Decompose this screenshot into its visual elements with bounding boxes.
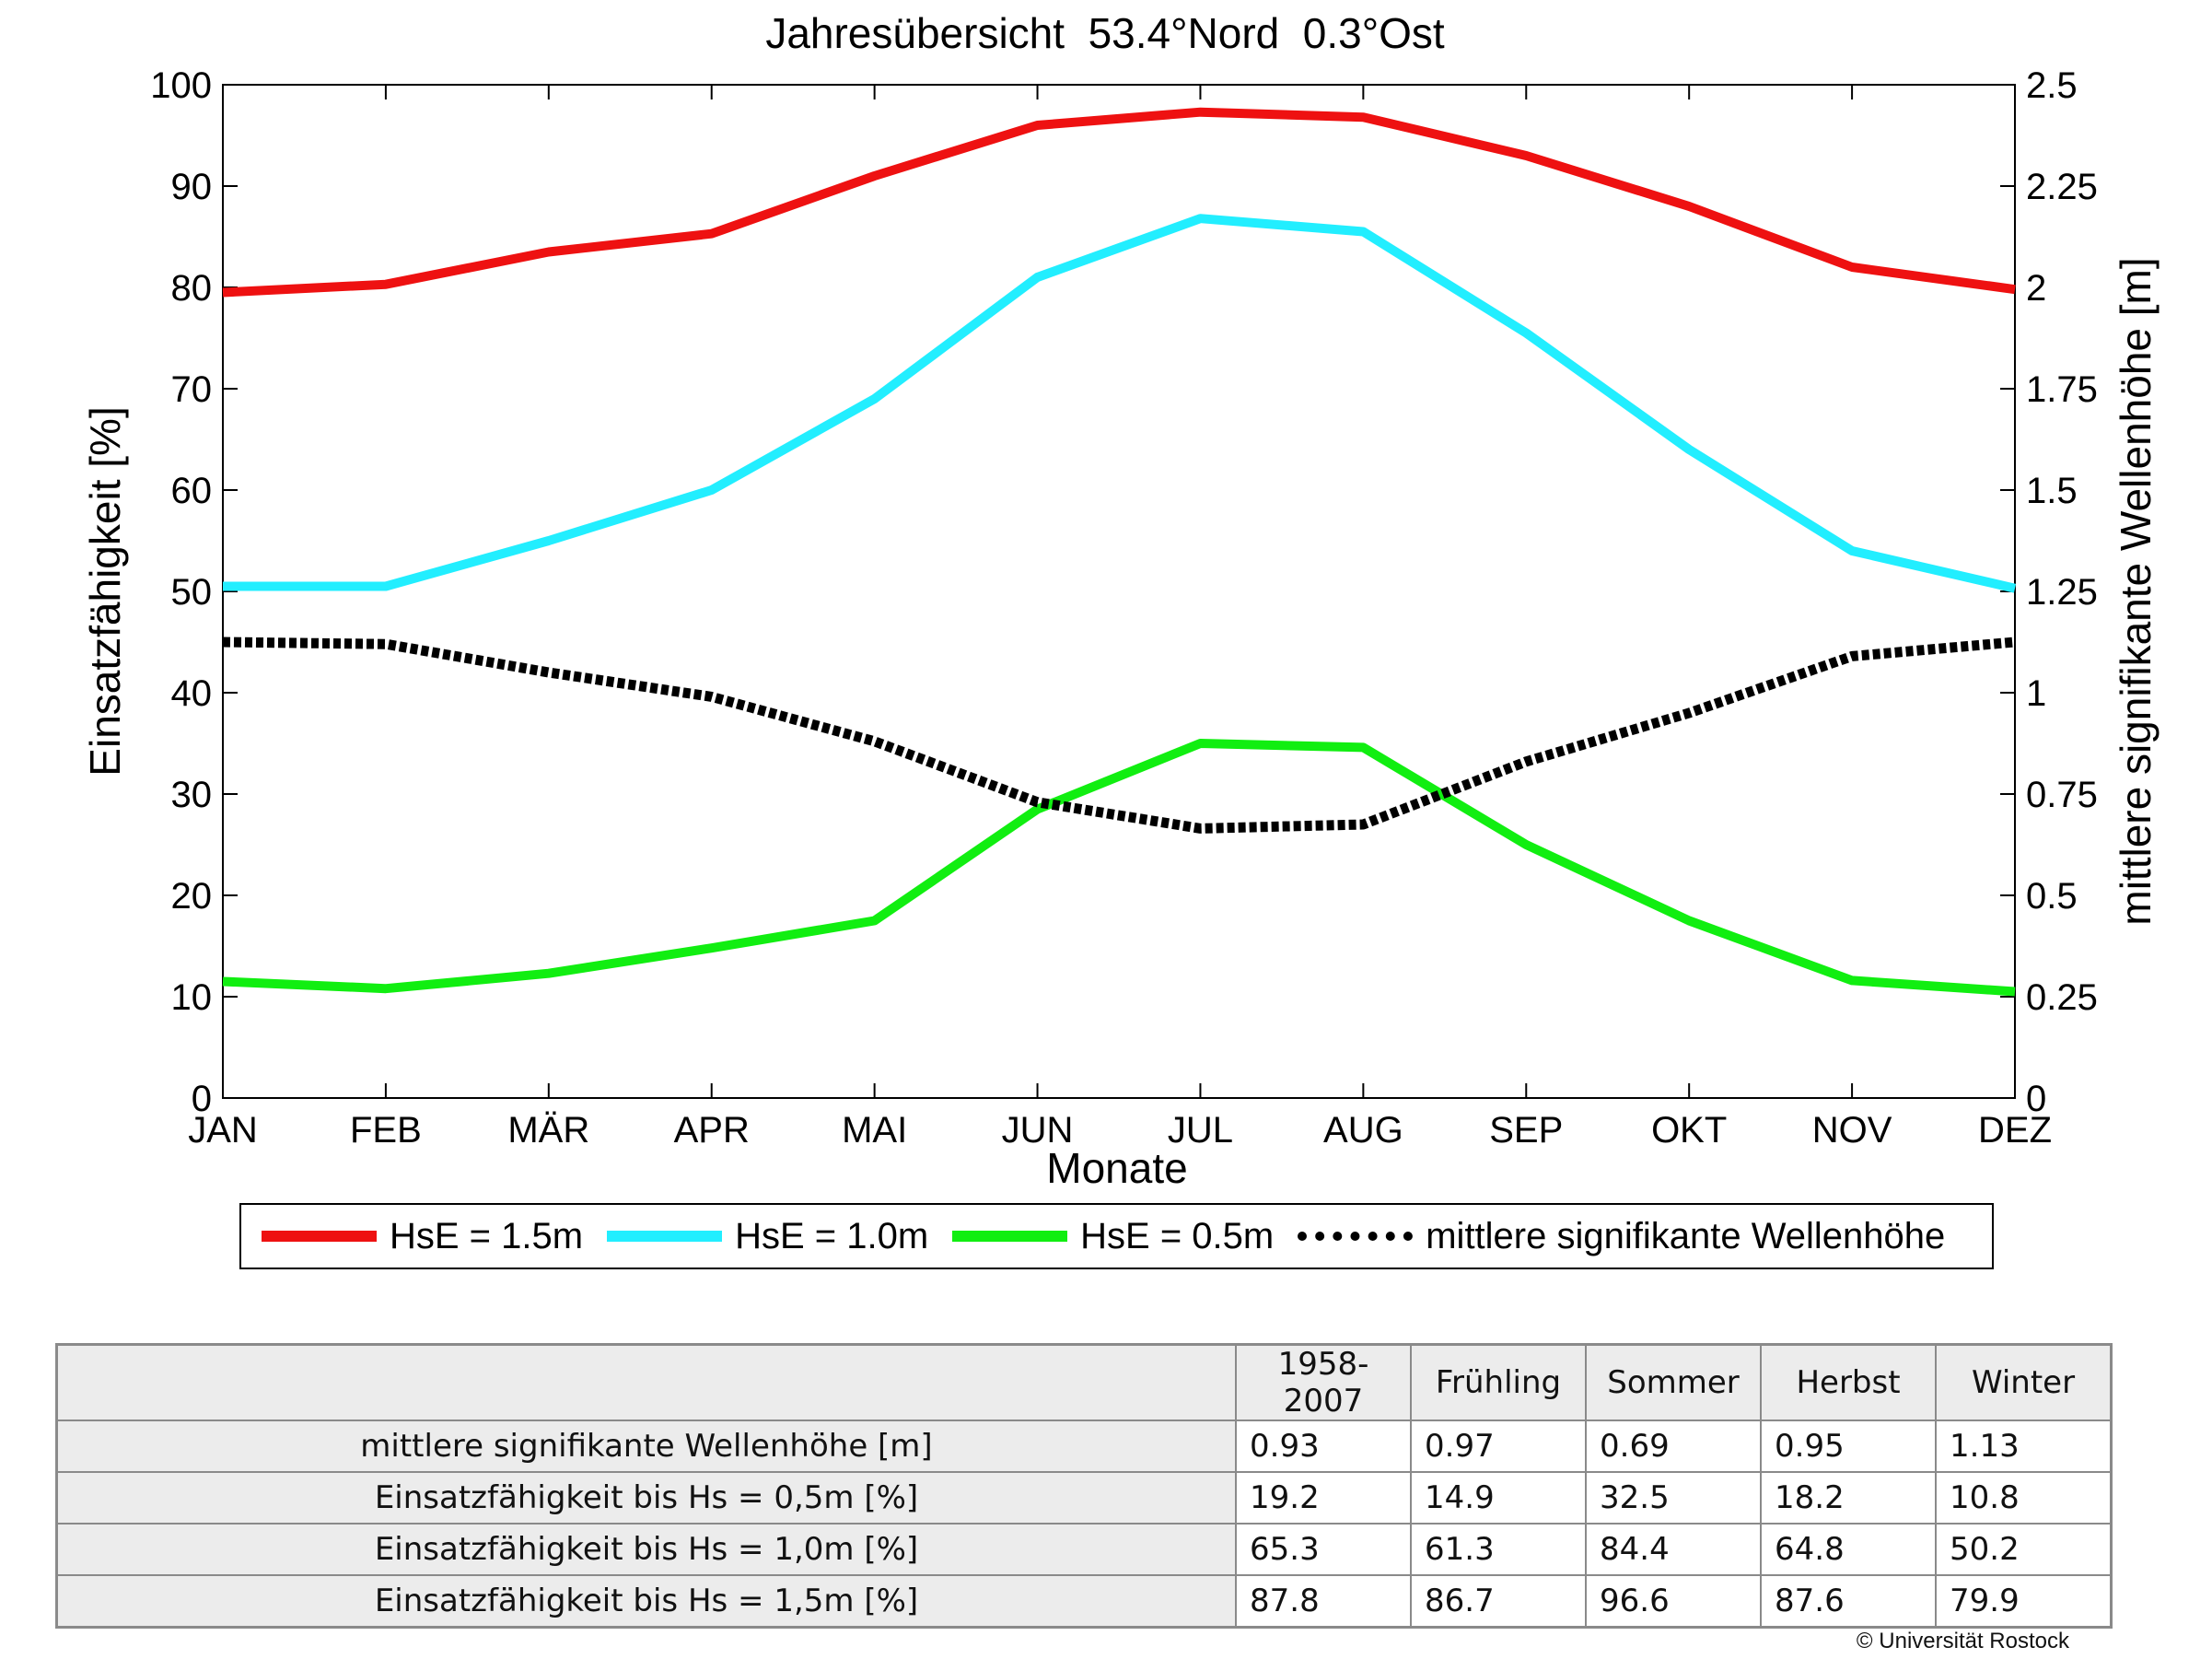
legend-swatch [607, 1231, 723, 1242]
table-row: Einsatzfähigkeit bis Hs = 0,5m [%] 19.2 … [55, 1471, 2113, 1525]
legend-item: HsE = 1.5m [262, 1216, 583, 1257]
x-tick-label: SEP [1489, 1110, 1563, 1151]
table-row-label: Einsatzfähigkeit bis Hs = 0,5m [%] [55, 1471, 1237, 1525]
x-axis-label: Monate [1046, 1144, 1187, 1192]
series-line [222, 637, 2016, 834]
table-cell: 0.93 [1235, 1419, 1412, 1473]
y-tick-label-left: 50 [171, 572, 213, 613]
table-cell: 32.5 [1585, 1471, 1762, 1525]
table-cell: 61.3 [1410, 1523, 1587, 1576]
table-cell: 0.69 [1585, 1419, 1762, 1473]
y-tick-label-right: 1.5 [2026, 471, 2078, 511]
table-cell: 86.7 [1410, 1574, 1587, 1629]
y-tick-label-right: 2 [2026, 268, 2046, 309]
x-tick-label: APR [674, 1110, 750, 1151]
x-tick-label: DEZ [1978, 1110, 2052, 1151]
table-header-spring: Frühling [1410, 1343, 1587, 1421]
y-tick-label-right: 0.75 [2026, 775, 2098, 815]
legend-label: HsE = 1.5m [390, 1215, 584, 1256]
table-header-summer: Sommer [1585, 1343, 1762, 1421]
series-line [222, 107, 2016, 298]
y-tick-label-right: 0 [2026, 1079, 2046, 1119]
copyright-notice: © Universität Rostock [1856, 1629, 2069, 1653]
table-cell: 14.9 [1410, 1471, 1587, 1525]
x-tick-label: FEB [350, 1110, 422, 1151]
y-tick-label-left: 90 [171, 167, 213, 207]
table-cell: 19.2 [1235, 1471, 1412, 1525]
series-layer [222, 107, 2017, 997]
y-tick-label-left: 30 [171, 775, 213, 815]
x-tick-label: AUG [1323, 1110, 1403, 1151]
table-cell: 10.8 [1935, 1471, 2113, 1525]
y-tick-label-right: 2.5 [2026, 65, 2078, 106]
series-line [222, 739, 2016, 997]
table-cell: 65.3 [1235, 1523, 1412, 1576]
x-tick-label: OKT [1651, 1110, 1727, 1151]
y-tick-label-left: 20 [171, 876, 213, 917]
table-corner-cell [55, 1343, 1237, 1421]
legend-item: mittlere signifikante Wellenhöhe [1298, 1216, 1945, 1257]
table-row: mittlere signifikante Wellenhöhe [m] 0.9… [55, 1419, 2113, 1473]
table-cell: 87.6 [1760, 1574, 1937, 1629]
chart-title: Jahresübersicht 53.4°Nord 0.3°Ost [765, 9, 1445, 57]
table-cell: 18.2 [1760, 1471, 1937, 1525]
axis-ticks [222, 84, 2016, 1099]
legend-item: HsE = 0.5m [952, 1216, 1274, 1257]
table-cell: 87.8 [1235, 1574, 1412, 1629]
x-tick-label: NOV [1812, 1110, 1892, 1151]
chart: Jahresübersicht 53.4°Nord 0.3°Ost 010203… [81, 9, 2160, 1192]
stats-table: 1958-2007 Frühling Sommer Herbst Winter … [55, 1343, 2113, 1629]
y-tick-label-left: 80 [171, 268, 213, 309]
legend-label: HsE = 1.0m [735, 1215, 929, 1256]
y-tick-label-right: 0.5 [2026, 876, 2078, 917]
x-tick-label: MÄR [507, 1110, 589, 1151]
table-row-label: Einsatzfähigkeit bis Hs = 1,0m [%] [55, 1523, 1237, 1576]
y-tick-label-right: 1.25 [2026, 572, 2098, 613]
legend: HsE = 1.5m HsE = 1.0m HsE = 0.5m mittlere s… [239, 1203, 1994, 1269]
y-tick-label-right: 0.25 [2026, 977, 2098, 1018]
table-cell: 84.4 [1585, 1523, 1762, 1576]
table-row: Einsatzfähigkeit bis Hs = 1,0m [%] 65.3 … [55, 1523, 2113, 1576]
legend-label: mittlere signifikante Wellenhöhe [1426, 1215, 1946, 1256]
legend-swatch [1298, 1232, 1414, 1241]
y-tick-label-left: 10 [171, 977, 213, 1018]
y-tick-label-right: 1 [2026, 673, 2046, 714]
table-cell: 79.9 [1935, 1574, 2113, 1629]
legend-swatch [262, 1231, 377, 1242]
axis-labels: 0 10 20 30 40 50 60 70 80 90 100 0 0.25 0.5 0.75 1 1.25 1… [150, 65, 2098, 1151]
x-tick-label: MAI [842, 1110, 907, 1151]
series-line [223, 214, 2017, 593]
y-axis-label-left: Einsatzfähigkeit [%] [81, 406, 129, 776]
x-tick-label: JAN [188, 1110, 258, 1151]
table-cell: 0.95 [1760, 1419, 1937, 1473]
table-cell: 64.8 [1760, 1523, 1937, 1576]
y-tick-label-left: 0 [192, 1079, 212, 1119]
table-header-autumn: Herbst [1760, 1343, 1937, 1421]
x-tick-label: JUL [1168, 1110, 1233, 1151]
table-cell: 96.6 [1585, 1574, 1762, 1629]
table-header-period: 1958-2007 [1235, 1343, 1412, 1421]
table-cell: 50.2 [1935, 1523, 2113, 1576]
x-tick-label: JUN [1002, 1110, 1074, 1151]
y-tick-label-left: 60 [171, 471, 213, 511]
y-axis-label-right: mittlere signifikante Wellenhöhe [m] [2112, 257, 2160, 925]
y-tick-label-left: 40 [171, 673, 213, 714]
legend-swatch [952, 1231, 1068, 1242]
table-header-winter: Winter [1935, 1343, 2113, 1421]
table-cell: 0.97 [1410, 1419, 1587, 1473]
table-row-label: Einsatzfähigkeit bis Hs = 1,5m [%] [55, 1574, 1237, 1629]
legend-label: HsE = 0.5m [1080, 1215, 1275, 1256]
table-row-label: mittlere signifikante Wellenhöhe [m] [55, 1419, 1237, 1473]
y-tick-label-left: 70 [171, 369, 213, 410]
y-tick-label-left: 100 [150, 65, 212, 106]
y-tick-label-right: 1.75 [2026, 369, 2098, 410]
y-tick-label-right: 2.25 [2026, 167, 2098, 207]
table-header-row: 1958-2007 Frühling Sommer Herbst Winter [55, 1343, 2113, 1421]
legend-item: HsE = 1.0m [607, 1216, 928, 1257]
table-row: Einsatzfähigkeit bis Hs = 1,5m [%] 87.8 … [55, 1574, 2113, 1629]
table-cell: 1.13 [1935, 1419, 2113, 1473]
